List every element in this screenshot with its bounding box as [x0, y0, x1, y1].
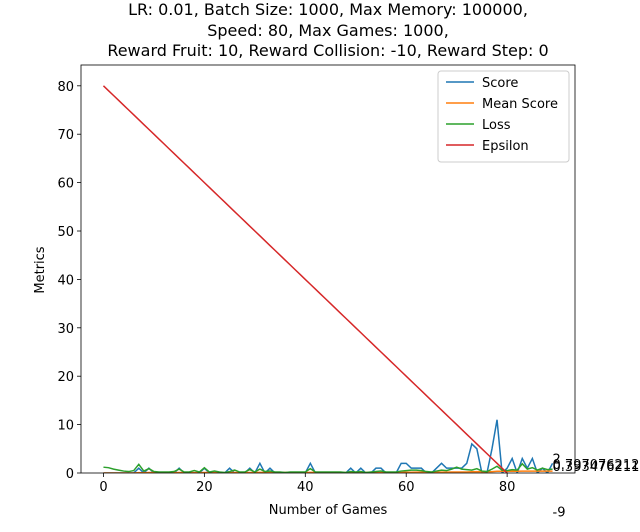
legend-box — [437, 70, 570, 163]
y-tick-label: 40 — [57, 273, 74, 288]
end-label: -9 — [553, 506, 566, 521]
y-tick-label: 70 — [57, 128, 74, 143]
y-tick-label: 20 — [57, 370, 74, 385]
y-tick-label: 50 — [57, 225, 74, 240]
x-tick-label: 60 — [398, 480, 415, 495]
end-label: 0.393476211 — [553, 460, 640, 475]
axes-frame — [80, 64, 576, 474]
series-line — [103, 462, 553, 473]
series-line — [103, 419, 554, 473]
y-tick-label: 80 — [57, 80, 74, 95]
plot-area — [102, 85, 554, 473]
x-tick-label: 0 — [99, 480, 107, 495]
x-tick-label: 40 — [297, 480, 314, 495]
legend-label: Score — [482, 76, 518, 91]
end-label: 0.797076212 — [553, 458, 640, 473]
legend-label: Loss — [482, 118, 511, 133]
y-tick-label: 0 — [66, 467, 74, 482]
y-tick-label: 30 — [57, 322, 74, 337]
chart-title-line: Reward Fruit: 10, Reward Collision: -10,… — [107, 41, 548, 60]
y-tick-label: 60 — [57, 177, 74, 192]
x-tick-label: 20 — [196, 480, 213, 495]
x-tick-label: 80 — [499, 480, 516, 495]
legend-label: Epsilon — [482, 139, 529, 154]
end-label: 2 — [553, 452, 561, 467]
x-axis-label: Number of Games — [269, 503, 388, 518]
series-line — [102, 85, 509, 473]
chart-title-line: Speed: 80, Max Games: 1000, — [207, 21, 449, 40]
chart-title-line: LR: 0.01, Batch Size: 1000, Max Memory: … — [128, 0, 528, 19]
y-axis-label: Metrics — [33, 246, 48, 293]
legend-label: Mean Score — [482, 97, 558, 112]
y-tick-label: 10 — [57, 419, 74, 434]
